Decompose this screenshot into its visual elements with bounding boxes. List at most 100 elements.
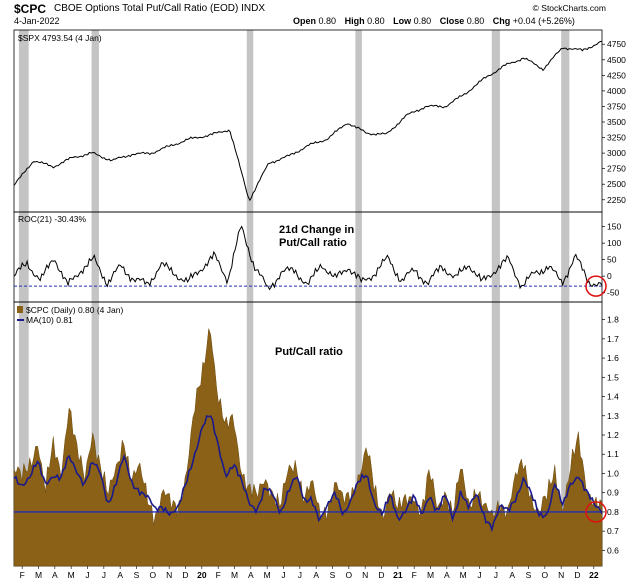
x-tick-label-26: A xyxy=(444,570,450,580)
y-tick-label-4: 3750 xyxy=(607,101,626,111)
ohlc-readout: Open 0.80 High 0.80 Low 0.80 Close 0.80 … xyxy=(293,16,581,26)
x-tick-label-30: A xyxy=(509,570,515,580)
legends: $SPX 4793.54 (4 Jan) ROC(21) -30.43% $CPC … xyxy=(17,33,123,325)
x-tick-label-1: M xyxy=(35,570,42,580)
y-tick-label-10: 0.8 xyxy=(607,507,619,517)
y-tick-label-8: 2750 xyxy=(607,164,626,174)
x-tick-label-2: A xyxy=(52,570,58,580)
x-tick-label-11: 20 xyxy=(197,570,207,580)
y-tick-label-3: 0 xyxy=(607,271,612,281)
x-tick-label-5: J xyxy=(102,570,106,580)
spx-panel: 4750 4500 4250 4000 3750 3500 3250 3000 2750 2500… xyxy=(13,39,626,205)
x-axis: F M A M J J A S O N D 20 F M A M J J A S O N D 21 F M A M J J A S O N D 22 xyxy=(20,566,599,580)
x-tick-label-29: J xyxy=(494,570,498,580)
close-label: Close xyxy=(439,16,465,26)
y-tick-label-10: 2250 xyxy=(607,195,626,205)
roc-legend: ROC(21) -30.43% xyxy=(18,214,86,224)
shade-band-4 xyxy=(491,30,500,566)
brand-label: © StockCharts.com xyxy=(532,3,606,13)
x-tick-label-34: D xyxy=(574,570,580,580)
high-value: 0.80 xyxy=(367,16,385,26)
low-label: Low xyxy=(393,16,412,26)
x-tick-label-22: D xyxy=(378,570,384,580)
x-tick-label-9: N xyxy=(166,570,172,580)
y-tick-label-6: 1.2 xyxy=(607,430,619,440)
x-tick-label-7: S xyxy=(134,570,140,580)
y-tick-label-3: 1.5 xyxy=(607,372,619,382)
y-tick-label-0: 1.8 xyxy=(607,315,619,325)
chg-label: Chg xyxy=(492,16,511,26)
x-tick-label-8: O xyxy=(150,570,157,580)
x-tick-label-12: F xyxy=(216,570,221,580)
close-value: 0.80 xyxy=(466,16,485,26)
x-tick-label-27: M xyxy=(460,570,467,580)
y-tick-label-3: 4000 xyxy=(607,86,626,96)
x-tick-label-3: M xyxy=(68,570,75,580)
y-tick-label-9: 2500 xyxy=(607,179,626,189)
cpc-legend-swatch xyxy=(17,306,23,313)
x-tick-label-21: N xyxy=(362,570,368,580)
shade-band-1 xyxy=(91,30,99,566)
roc-highlight-circle xyxy=(585,275,607,297)
open-label: Open xyxy=(293,16,317,26)
y-tick-label-1: 100 xyxy=(607,238,621,248)
roc-line xyxy=(13,225,603,291)
roc-annotation-line1: 21d Change in xyxy=(279,224,354,236)
shade-band-3 xyxy=(355,30,362,566)
panel-frame-0 xyxy=(13,29,603,213)
x-tick-label-16: J xyxy=(281,570,285,580)
spx-legend: $SPX 4793.54 (4 Jan) xyxy=(18,33,102,43)
chg-value: +0.04 (+5.26%) xyxy=(512,16,575,26)
x-tick-label-10: D xyxy=(182,570,188,580)
y-tick-label-2: 1.6 xyxy=(607,353,619,363)
x-tick-label-28: J xyxy=(477,570,481,580)
y-tick-label-4: 1.4 xyxy=(607,392,619,402)
cpc-highlight-circle xyxy=(585,501,607,523)
x-tick-label-19: S xyxy=(330,570,336,580)
x-tick-label-25: M xyxy=(427,570,434,580)
cpc-legend: $CPC (Daily) 0.80 (4 Jan) xyxy=(26,305,123,315)
chart-title: CBOE Options Total Put/Call Ratio (EOD) … xyxy=(54,3,265,14)
x-tick-label-14: A xyxy=(248,570,254,580)
x-tick-label-20: O xyxy=(346,570,353,580)
ma-line xyxy=(13,415,603,533)
y-tick-label-9: 0.9 xyxy=(607,488,619,498)
y-tick-label-2: 50 xyxy=(607,255,617,265)
y-tick-label-7: 1.1 xyxy=(607,449,619,459)
x-tick-label-24: F xyxy=(412,570,417,580)
x-tick-label-31: S xyxy=(526,570,532,580)
x-tick-label-0: F xyxy=(20,570,25,580)
y-tick-label-4: -50 xyxy=(607,288,620,298)
shade-band-5 xyxy=(561,30,570,566)
shade-band-0 xyxy=(18,30,29,566)
x-tick-label-13: M xyxy=(231,570,238,580)
x-tick-label-4: J xyxy=(85,570,89,580)
y-tick-label-5: 1.3 xyxy=(607,411,619,421)
x-tick-label-6: A xyxy=(117,570,123,580)
y-tick-label-2: 4250 xyxy=(607,70,626,80)
y-tick-label-7: 3000 xyxy=(607,148,626,158)
symbol-label: $CPC xyxy=(14,2,47,16)
x-tick-label-18: A xyxy=(313,570,319,580)
low-value: 0.80 xyxy=(413,16,432,26)
cpc-panel: 1.8 1.7 1.6 1.5 1.4 1.3 1.2 1.1 1.0 0.9 0.8 0.7 0.6 P… xyxy=(13,315,619,567)
x-tick-label-35: 22 xyxy=(589,570,599,580)
cpc-annotation: Put/Call ratio xyxy=(275,346,343,358)
x-tick-label-32: O xyxy=(542,570,549,580)
date-label: 4-Jan-2022 xyxy=(14,16,60,26)
y-tick-label-5: 3500 xyxy=(607,117,626,127)
y-tick-label-0: 4750 xyxy=(607,39,626,49)
ma-legend: MA(10) 0.81 xyxy=(26,315,73,325)
y-tick-label-12: 0.6 xyxy=(607,545,619,555)
high-label: High xyxy=(344,16,365,26)
y-tick-label-0: 150 xyxy=(607,222,621,232)
y-tick-label-8: 1.0 xyxy=(607,468,619,478)
y-tick-label-1: 1.7 xyxy=(607,334,619,344)
open-value: 0.80 xyxy=(318,16,337,26)
chart-header: $CPC CBOE Options Total Put/Call Ratio (… xyxy=(0,0,640,30)
x-tick-label-15: M xyxy=(264,570,271,580)
x-tick-label-33: N xyxy=(558,570,564,580)
spx-line xyxy=(13,40,603,202)
